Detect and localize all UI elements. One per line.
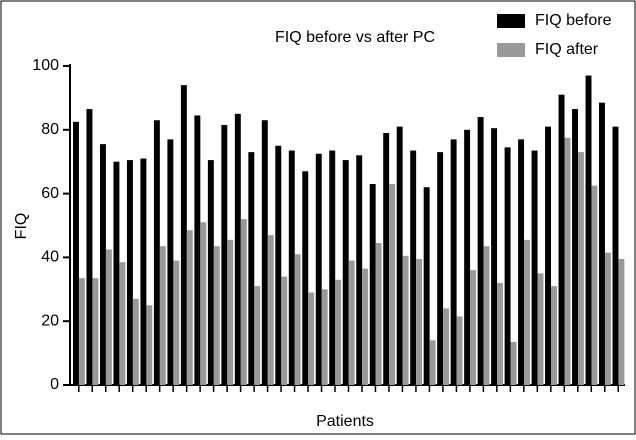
bar bbox=[302, 171, 309, 385]
legend-swatch bbox=[497, 43, 525, 57]
bar bbox=[537, 273, 544, 385]
legend-swatch bbox=[497, 14, 525, 28]
y-tick-label: 0 bbox=[50, 376, 59, 393]
bar bbox=[389, 184, 396, 385]
bar bbox=[194, 115, 201, 385]
bar bbox=[483, 246, 490, 385]
bar bbox=[159, 246, 166, 385]
bar bbox=[362, 268, 369, 385]
bar bbox=[335, 279, 342, 385]
bar bbox=[396, 126, 403, 386]
bar bbox=[99, 144, 106, 385]
y-axis-label: FIQ bbox=[13, 213, 30, 240]
bar bbox=[437, 152, 444, 385]
bar bbox=[92, 278, 99, 385]
bar bbox=[221, 125, 228, 385]
bar bbox=[423, 187, 430, 385]
bar bbox=[429, 340, 436, 385]
y-tick-label: 80 bbox=[41, 121, 59, 138]
bar bbox=[281, 276, 288, 385]
bar bbox=[146, 305, 153, 385]
bar bbox=[450, 139, 457, 385]
bar bbox=[173, 260, 180, 385]
y-tick-label: 60 bbox=[41, 185, 59, 202]
bar bbox=[577, 152, 584, 385]
bar bbox=[551, 286, 557, 385]
bar bbox=[369, 184, 376, 385]
bar bbox=[497, 282, 503, 385]
bar bbox=[585, 75, 592, 385]
bar bbox=[213, 246, 220, 385]
chart-title: FIQ before vs after PC bbox=[275, 29, 435, 46]
bar bbox=[73, 121, 79, 385]
bar bbox=[618, 258, 625, 385]
bar bbox=[78, 278, 85, 385]
bar bbox=[604, 252, 611, 385]
bar bbox=[383, 132, 390, 385]
x-axis-label: Patients bbox=[316, 413, 374, 430]
legend-label: FIQ before bbox=[535, 12, 612, 29]
bar bbox=[240, 219, 247, 385]
bar bbox=[227, 239, 234, 385]
legend-label: FIQ after bbox=[535, 41, 599, 58]
bar bbox=[356, 155, 363, 385]
bar bbox=[275, 145, 282, 385]
bar bbox=[294, 254, 301, 385]
bar bbox=[126, 160, 133, 385]
bar bbox=[261, 120, 268, 385]
bar bbox=[105, 249, 112, 385]
bar bbox=[186, 230, 193, 385]
bar bbox=[591, 185, 598, 385]
bar bbox=[119, 262, 126, 385]
bar bbox=[416, 258, 423, 385]
bar bbox=[612, 126, 619, 386]
bar bbox=[267, 235, 274, 385]
bar bbox=[348, 260, 355, 385]
bar bbox=[248, 152, 255, 385]
bar bbox=[86, 109, 93, 385]
bar bbox=[443, 308, 450, 385]
bar bbox=[207, 160, 214, 385]
y-tick-label: 100 bbox=[32, 57, 59, 74]
bar bbox=[402, 255, 409, 385]
bar bbox=[321, 289, 328, 385]
bar bbox=[140, 158, 147, 385]
bar bbox=[545, 126, 552, 386]
bar bbox=[315, 153, 322, 385]
bar bbox=[456, 316, 463, 385]
bar bbox=[132, 298, 139, 385]
bar bbox=[470, 270, 477, 385]
y-tick-label: 40 bbox=[41, 249, 59, 266]
bar bbox=[329, 150, 336, 385]
bar bbox=[375, 243, 382, 385]
bar bbox=[113, 161, 120, 385]
bar bbox=[599, 102, 605, 385]
bar bbox=[558, 94, 565, 386]
bar bbox=[572, 109, 578, 385]
bar bbox=[510, 341, 517, 385]
bar bbox=[234, 113, 241, 385]
bar bbox=[564, 137, 571, 385]
bar bbox=[342, 160, 349, 385]
bar bbox=[504, 147, 511, 385]
bar bbox=[288, 150, 295, 385]
y-tick-label: 20 bbox=[41, 312, 59, 329]
bar bbox=[518, 139, 525, 385]
bar bbox=[410, 150, 417, 385]
bar bbox=[167, 139, 174, 385]
bar bbox=[477, 117, 484, 385]
bar bbox=[531, 150, 538, 385]
bar bbox=[200, 222, 207, 385]
bar bbox=[180, 85, 187, 385]
bar bbox=[524, 239, 530, 385]
bar bbox=[464, 129, 471, 385]
bar bbox=[254, 286, 261, 385]
bar bbox=[308, 292, 315, 385]
bar bbox=[491, 128, 498, 385]
bar bbox=[153, 120, 160, 385]
